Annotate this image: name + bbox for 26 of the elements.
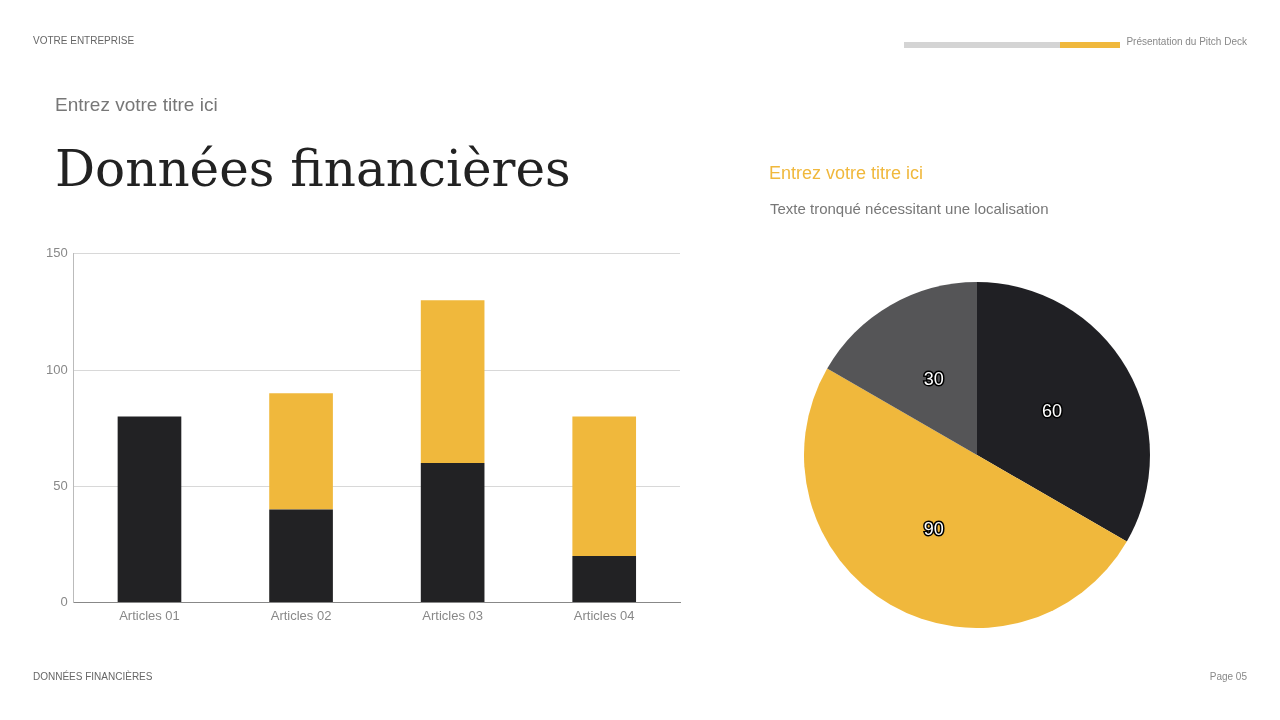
y-tick-label: 150	[45, 245, 68, 261]
x-tick-label: Articles 04	[573, 607, 635, 623]
data-label: 30	[923, 369, 944, 390]
bar	[420, 462, 485, 602]
chart-subtitle: Entrez votre titre ici	[55, 94, 218, 116]
bar	[572, 555, 637, 602]
text: Page 05	[1209, 671, 1247, 682]
x-tick-label: Articles 03	[422, 607, 483, 623]
y-tick-label: 0	[60, 593, 68, 609]
x-tick-label: Articles 01	[119, 607, 180, 623]
bar	[269, 509, 333, 602]
bar	[420, 300, 485, 463]
text: VOTRE ENTREPRISE	[33, 35, 135, 46]
data-label: 60	[1041, 400, 1062, 421]
text: Présentation du Pitch Deck	[1126, 36, 1247, 47]
text: DONNÉES FINANCIÈRES	[33, 671, 153, 682]
y-tick-label: 100	[45, 361, 68, 377]
chart-title: Entrez votre titre ici	[769, 163, 924, 184]
chart-subtitle: Texte tronqué nécessitant une localisation	[770, 200, 1049, 217]
bar	[572, 416, 637, 556]
data-label: 90	[923, 518, 944, 539]
x-tick-label: Articles 02	[270, 607, 332, 623]
y-tick-label: 50	[53, 477, 68, 493]
bar	[269, 393, 333, 510]
chart-title: Données financières	[55, 140, 571, 198]
bar	[117, 416, 182, 602]
